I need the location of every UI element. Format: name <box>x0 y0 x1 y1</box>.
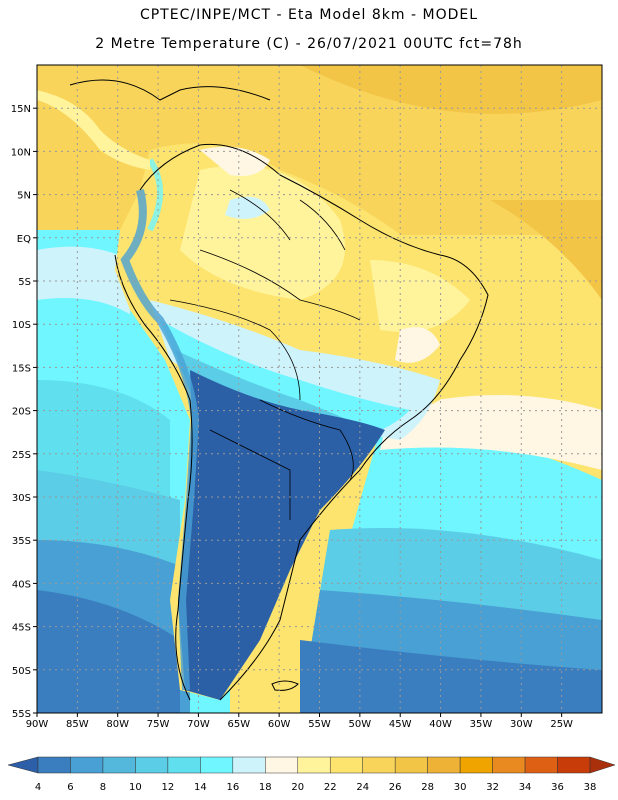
colorbar-bin <box>459 756 493 774</box>
lat-label: 10S <box>12 320 31 331</box>
lon-label: 30W <box>510 719 533 730</box>
colorbar-bin <box>524 756 558 774</box>
colorbar-bin <box>37 756 71 774</box>
colorbar-bin <box>492 756 526 774</box>
colorbar-bin <box>102 756 136 774</box>
colorbar-label: 38 <box>584 782 597 793</box>
lon-label: 25W <box>550 719 573 730</box>
caribbean-warm <box>300 65 602 114</box>
title-line-1: CPTEC/INPE/MCT - Eta Model 8km - MODEL <box>139 7 479 23</box>
colorbar-label: 28 <box>421 782 434 793</box>
colorbar-label: 30 <box>454 782 467 793</box>
lon-label: 55W <box>308 719 331 730</box>
colorbar-bin <box>135 756 169 774</box>
colorbar-label: 34 <box>519 782 532 793</box>
colorbar: 4 6 8 10 12 14 16 18 20 22 24 26 28 30 32 34 36 38 <box>7 756 616 793</box>
lat-label: 50S <box>12 666 31 677</box>
colorbar-label: 8 <box>100 782 106 793</box>
lon-label: 90W <box>26 719 49 730</box>
lon-label: 80W <box>106 719 129 730</box>
colorbar-label: 6 <box>67 782 73 793</box>
lon-label: 65W <box>227 719 250 730</box>
colorbar-label: 16 <box>226 782 239 793</box>
lat-label: 15N <box>11 104 31 115</box>
lon-label: 50W <box>349 719 372 730</box>
colorbar-bin <box>394 756 428 774</box>
colorbar-label: 4 <box>35 782 41 793</box>
southern-cone-cold <box>178 370 385 700</box>
colorbar-label: 18 <box>259 782 272 793</box>
lon-label: 70W <box>187 719 210 730</box>
colorbar-bin <box>557 756 591 774</box>
colorbar-bin <box>362 756 396 774</box>
lat-label: 30S <box>12 493 31 504</box>
lat-label: 40S <box>12 579 31 590</box>
lat-label: 5S <box>18 277 31 288</box>
lon-label: 45W <box>389 719 412 730</box>
latitude-labels: 15N 10N 5N EQ 5S 10S 15S 20S 25S 30S 35S 40S 45S 50S 5… <box>11 104 37 720</box>
colorbar-arrow-high <box>589 756 616 774</box>
colorbar-label: 36 <box>551 782 564 793</box>
lat-label: EQ <box>17 234 31 245</box>
lat-label: 45S <box>12 623 31 634</box>
colorbar-label: 22 <box>324 782 337 793</box>
falkland-islands <box>271 680 299 691</box>
lon-label: 40W <box>429 719 452 730</box>
lat-label: 55S <box>12 709 31 720</box>
lon-label: 35W <box>470 719 493 730</box>
colorbar-bin <box>265 756 299 774</box>
colorbar-bin <box>232 756 266 774</box>
colorbar-label: 20 <box>291 782 304 793</box>
colorbar-bin <box>329 756 363 774</box>
longitude-labels: 90W 85W 80W 75W 70W 65W 60W 55W 50W 45W 40W 35W 30W 2… <box>26 713 573 730</box>
lat-label: 15S <box>12 363 31 374</box>
title-line-2: 2 Metre Temperature (C) - 26/07/2021 00U… <box>95 36 523 52</box>
lat-label: 10N <box>11 147 31 158</box>
colorbar-label: 26 <box>389 782 402 793</box>
colorbar-label: 14 <box>194 782 207 793</box>
colorbar-label: 32 <box>486 782 499 793</box>
lon-label: 85W <box>66 719 89 730</box>
central-america <box>37 90 150 170</box>
graticule <box>37 65 602 713</box>
lon-label: 75W <box>147 719 170 730</box>
colorbar-bin <box>200 756 234 774</box>
lon-label: 60W <box>268 719 291 730</box>
colorbar-bin <box>70 756 104 774</box>
colorbar-label: 10 <box>129 782 142 793</box>
colorbar-arrow-low <box>7 756 39 774</box>
colorbar-bin <box>427 756 461 774</box>
lat-label: 25S <box>12 450 31 461</box>
colorbar-bin <box>297 756 331 774</box>
colorbar-label: 12 <box>162 782 175 793</box>
colorbar-label: 24 <box>356 782 369 793</box>
lat-label: 20S <box>12 407 31 418</box>
lat-label: 35S <box>12 536 31 547</box>
colorbar-bin <box>167 756 201 774</box>
lat-label: 5N <box>17 191 31 202</box>
